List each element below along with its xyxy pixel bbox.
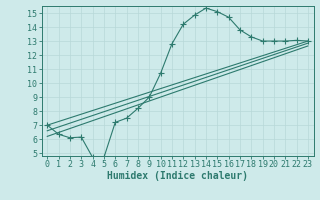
X-axis label: Humidex (Indice chaleur): Humidex (Indice chaleur) [107, 171, 248, 181]
